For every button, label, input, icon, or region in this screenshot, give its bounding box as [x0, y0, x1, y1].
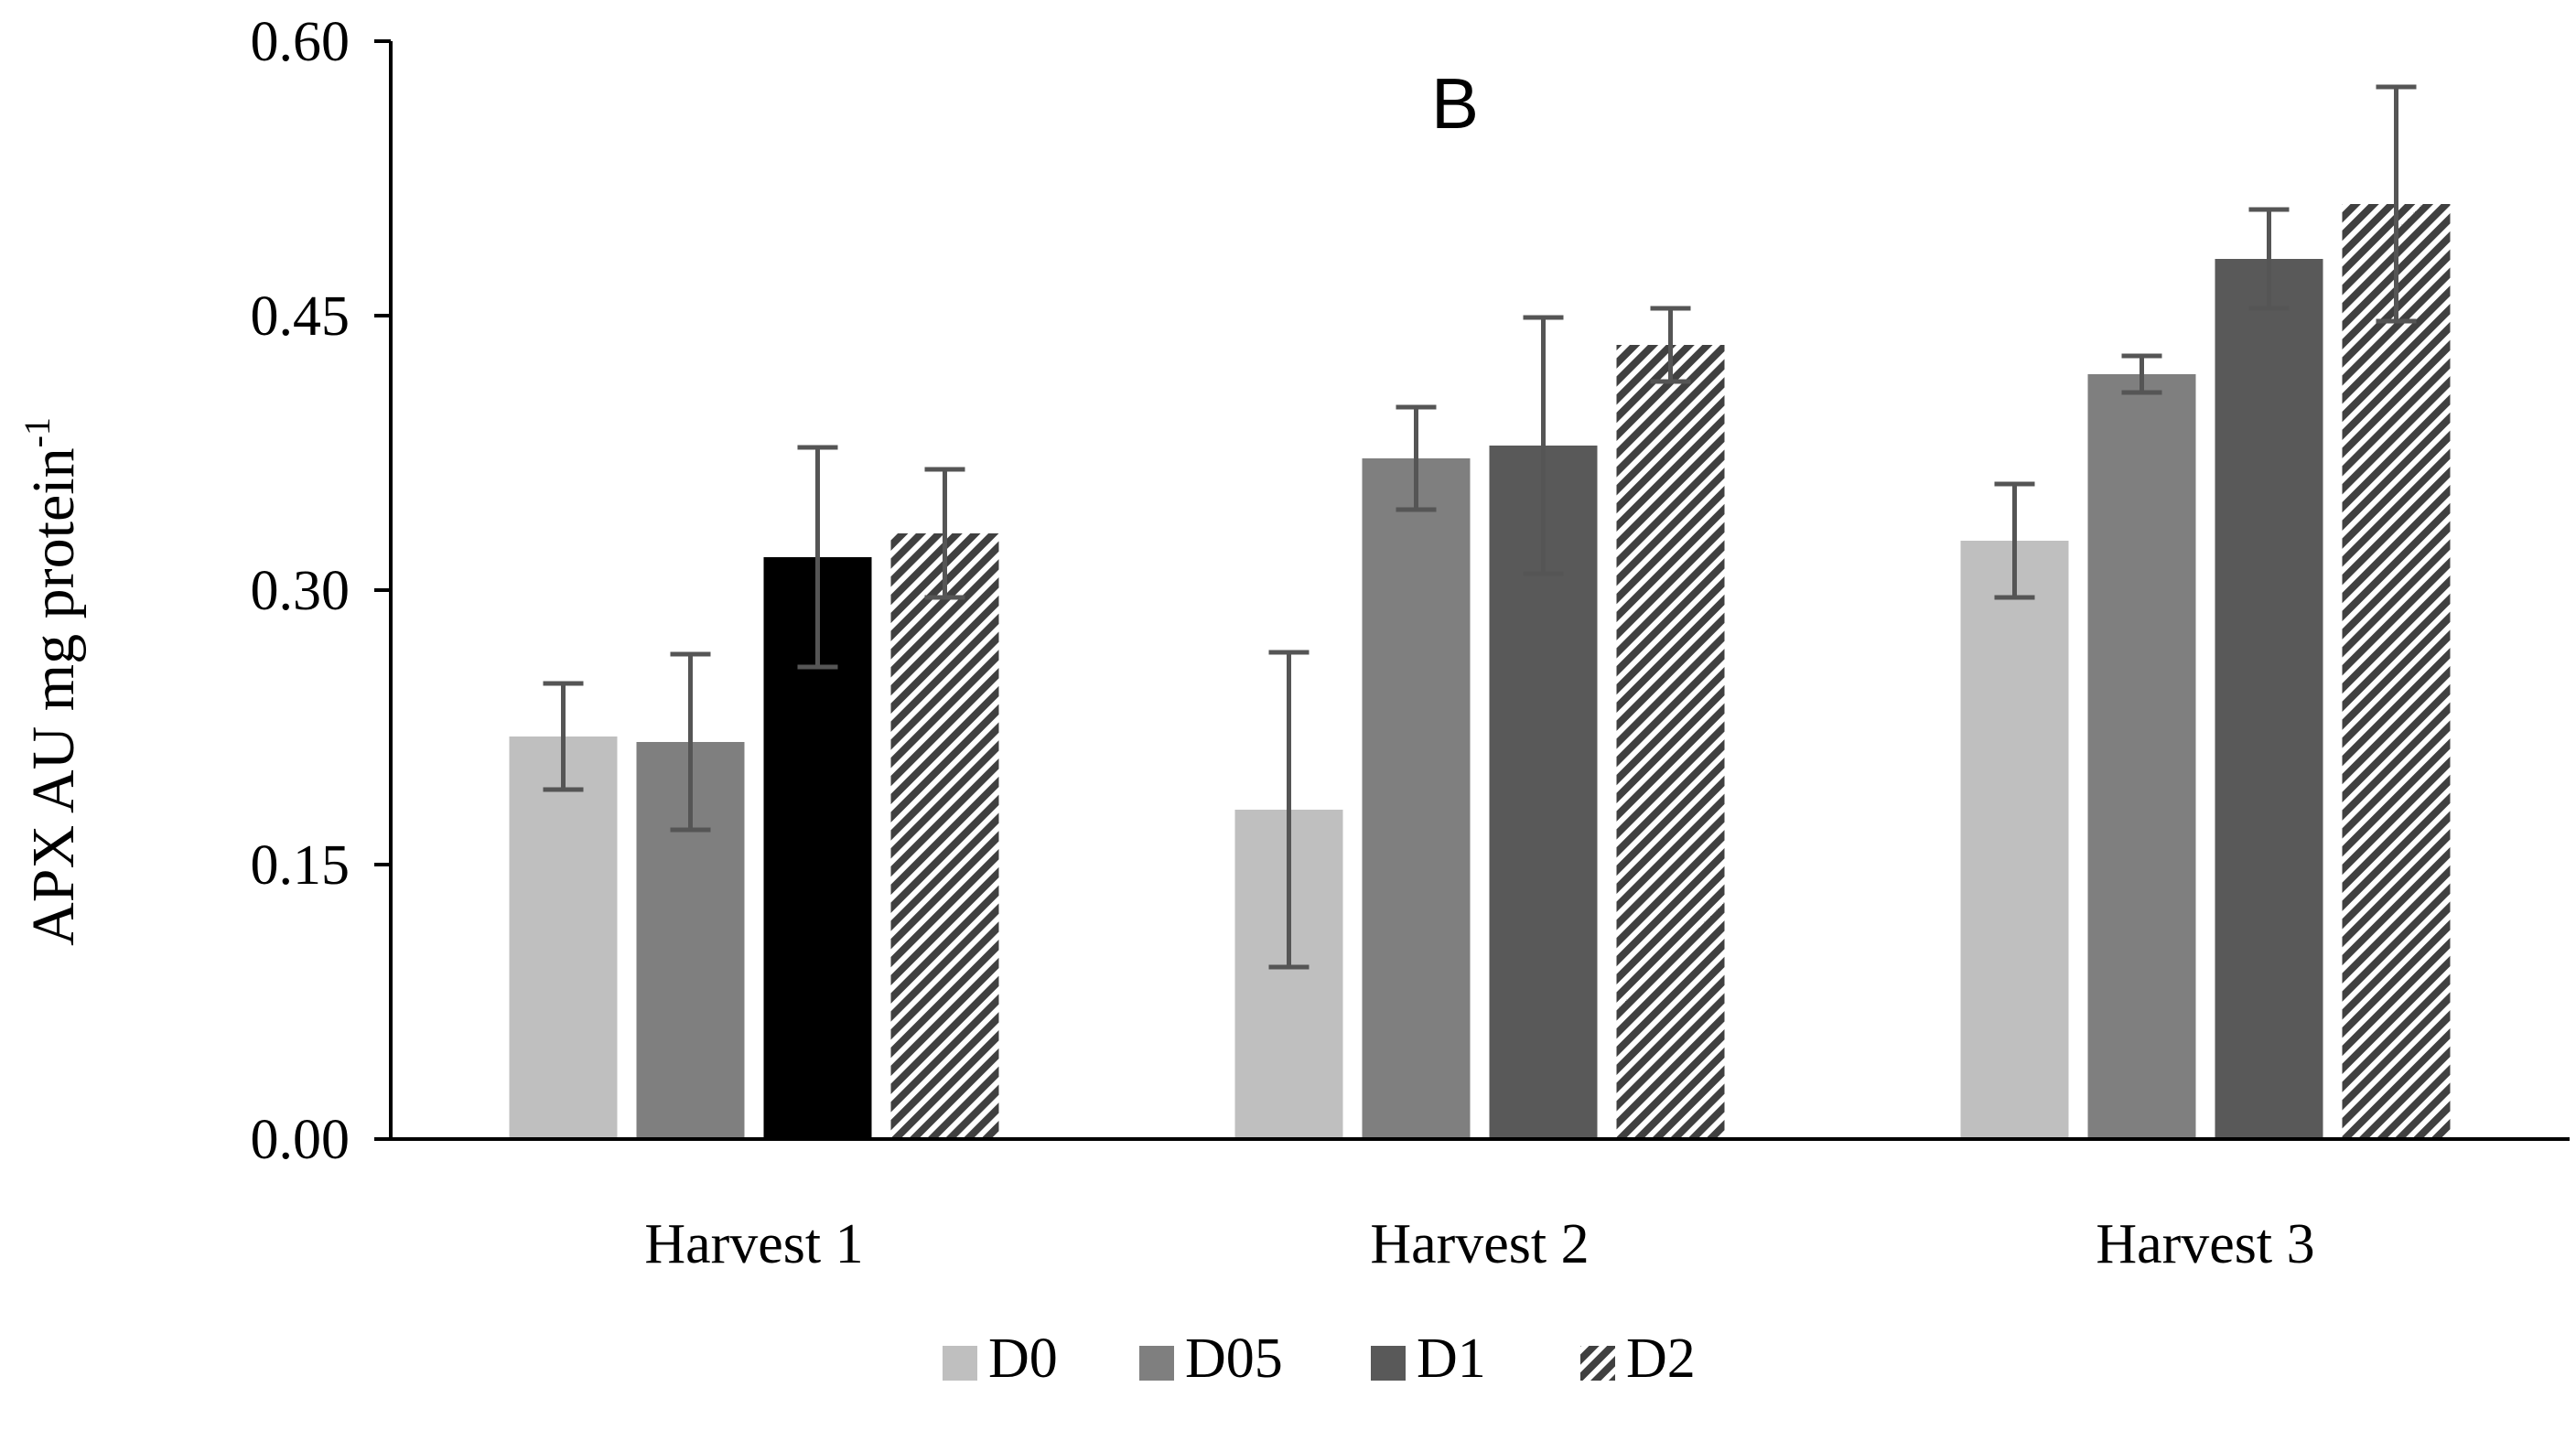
- legend-label-d1: D1: [1417, 1328, 1486, 1390]
- y-axis-title: APX AU mg protein-1: [16, 417, 87, 946]
- error-bars-group: [543, 84, 2417, 970]
- y-axis-ticks: 0.00 0.15 0.30 0.45 0.60: [251, 11, 391, 1171]
- bar-d2-3: [2342, 204, 2451, 1139]
- legend-label-d0: D0: [988, 1328, 1058, 1390]
- panel-label: B: [1431, 63, 1479, 144]
- x-category-label: Harvest 2: [1370, 1213, 1589, 1275]
- legend-swatch-d1: [1371, 1346, 1406, 1381]
- x-category-label: Harvest 1: [644, 1213, 863, 1275]
- bar-d2-1: [890, 533, 999, 1139]
- legend-swatch-d05: [1139, 1346, 1174, 1381]
- legend-label-d05: D05: [1185, 1328, 1283, 1390]
- bar-d05-2: [1362, 458, 1471, 1139]
- bar-d0-3: [1960, 541, 2069, 1139]
- bar-d1-3: [2215, 259, 2323, 1139]
- svg-text:APX AU mg protein-1: APX AU mg protein-1: [16, 417, 87, 946]
- x-category-label: Harvest 3: [2096, 1213, 2314, 1275]
- y-tick-label: 0.45: [251, 285, 350, 348]
- y-tick-label: 0.15: [251, 834, 350, 897]
- bar-d05-3: [2087, 374, 2196, 1139]
- y-axis-label: APX AU mg protein: [20, 447, 87, 946]
- legend-swatch-d0: [943, 1346, 977, 1381]
- bar-d2-2: [1616, 345, 1725, 1139]
- y-tick-label: 0.00: [251, 1109, 350, 1171]
- y-tick-label: 0.30: [251, 560, 350, 622]
- legend-swatch-d2: [1580, 1346, 1615, 1381]
- bars-group: [509, 204, 2451, 1139]
- legend-label-d2: D2: [1626, 1328, 1696, 1390]
- legend: D0 D05 D1 D2: [943, 1328, 1696, 1390]
- y-axis-label-superscript: -1: [16, 417, 58, 447]
- bar-d0-1: [509, 737, 618, 1139]
- x-axis-labels: Harvest 1 Harvest 2 Harvest 3: [644, 1213, 2314, 1275]
- y-tick-label: 0.60: [251, 11, 350, 73]
